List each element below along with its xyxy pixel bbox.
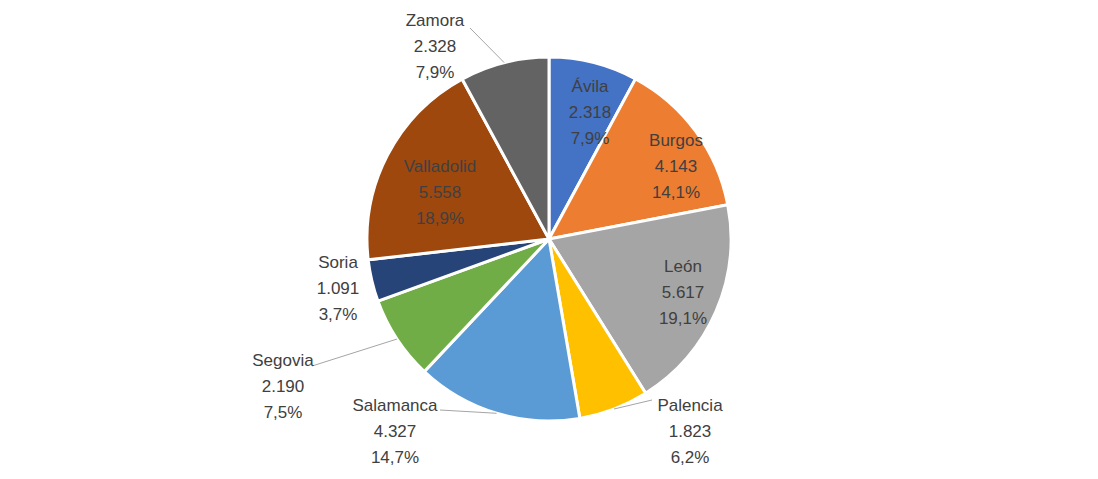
svg-text:14,7%: 14,7% [371,448,419,467]
svg-text:Soria: Soria [318,253,358,272]
svg-text:7,5%: 7,5% [264,403,303,422]
svg-text:1.823: 1.823 [669,422,712,441]
svg-text:Ávila: Ávila [572,77,609,96]
svg-text:5.617: 5.617 [662,283,705,302]
svg-text:2.190: 2.190 [262,377,305,396]
svg-text:León: León [664,257,702,276]
svg-text:Valladolid: Valladolid [404,157,476,176]
svg-text:2.318: 2.318 [569,103,612,122]
svg-text:5.558: 5.558 [419,183,462,202]
svg-text:Burgos: Burgos [649,131,703,150]
svg-text:Palencia: Palencia [657,396,723,415]
svg-text:2.328: 2.328 [414,37,457,56]
svg-text:Zamora: Zamora [406,11,465,30]
svg-text:Segovia: Segovia [252,351,314,370]
svg-text:19,1%: 19,1% [659,309,707,328]
svg-text:4.327: 4.327 [374,422,417,441]
svg-text:3,7%: 3,7% [319,305,358,324]
svg-text:18,9%: 18,9% [416,209,464,228]
svg-text:Salamanca: Salamanca [352,396,438,415]
svg-text:7,9%: 7,9% [416,63,455,82]
svg-text:14,1%: 14,1% [652,183,700,202]
svg-text:4.143: 4.143 [655,157,698,176]
svg-text:6,2%: 6,2% [671,448,710,467]
svg-text:7,9%: 7,9% [571,129,610,148]
svg-text:1.091: 1.091 [317,279,360,298]
